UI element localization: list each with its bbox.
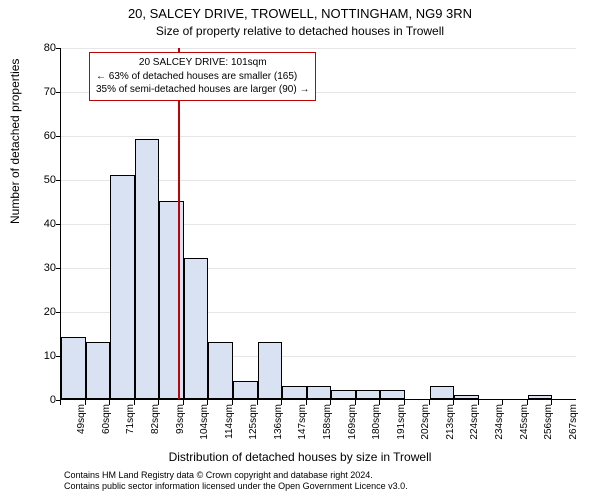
- histogram-bar: [233, 381, 258, 399]
- x-tick-label: 60sqm: [101, 404, 112, 434]
- x-tick-mark: [134, 400, 135, 405]
- y-tick-label: 50: [26, 174, 56, 186]
- x-tick-mark: [158, 400, 159, 405]
- x-tick-label: 93sqm: [175, 404, 186, 434]
- x-tick-mark: [551, 400, 552, 405]
- y-tick-label: 10: [26, 350, 56, 362]
- histogram-bar: [331, 390, 356, 399]
- gridline: [61, 48, 576, 49]
- histogram-bar: [258, 342, 283, 399]
- x-tick-label: 234sqm: [494, 404, 505, 440]
- x-tick-label: 180sqm: [371, 404, 382, 440]
- x-tick-label: 256sqm: [543, 404, 554, 440]
- x-tick-mark: [60, 400, 61, 405]
- x-tick-mark: [257, 400, 258, 405]
- x-tick-mark: [207, 400, 208, 405]
- x-tick-mark: [379, 400, 380, 405]
- y-tick-label: 30: [26, 262, 56, 274]
- plot-area: 20 SALCEY DRIVE: 101sqm ← 63% of detache…: [60, 48, 576, 400]
- y-tick-label: 0: [26, 394, 56, 406]
- reference-line: [178, 48, 180, 399]
- x-tick-label: 158sqm: [322, 404, 333, 440]
- histogram-bar: [307, 386, 332, 399]
- x-tick-label: 224sqm: [469, 404, 480, 440]
- annotation-box: 20 SALCEY DRIVE: 101sqm ← 63% of detache…: [89, 52, 316, 101]
- histogram-bar: [454, 395, 479, 399]
- x-tick-label: 125sqm: [248, 404, 259, 440]
- x-tick-label: 169sqm: [347, 404, 358, 440]
- histogram-bar: [86, 342, 111, 399]
- x-tick-mark: [478, 400, 479, 405]
- histogram-bar: [159, 201, 184, 399]
- x-tick-mark: [85, 400, 86, 405]
- x-tick-mark: [527, 400, 528, 405]
- histogram-bar: [110, 175, 135, 399]
- x-tick-label: 49sqm: [76, 404, 87, 434]
- x-tick-label: 136sqm: [273, 404, 284, 440]
- x-axis-label: Distribution of detached houses by size …: [0, 450, 600, 464]
- chart-container: 20, SALCEY DRIVE, TROWELL, NOTTINGHAM, N…: [0, 0, 600, 500]
- x-tick-mark: [281, 400, 282, 405]
- x-tick-label: 104sqm: [199, 404, 210, 440]
- chart-title-sub: Size of property relative to detached ho…: [0, 24, 600, 38]
- footer-line-2: Contains public sector information licen…: [64, 481, 408, 492]
- x-tick-mark: [232, 400, 233, 405]
- x-tick-mark: [502, 400, 503, 405]
- annotation-line-3: 35% of semi-detached houses are larger (…: [96, 83, 309, 97]
- x-tick-label: 191sqm: [396, 404, 407, 440]
- histogram-bar: [208, 342, 233, 399]
- chart-title-main: 20, SALCEY DRIVE, TROWELL, NOTTINGHAM, N…: [0, 6, 600, 21]
- x-tick-label: 213sqm: [445, 404, 456, 440]
- x-tick-label: 71sqm: [125, 404, 136, 434]
- histogram-bar: [430, 386, 455, 399]
- histogram-bar: [282, 386, 307, 399]
- x-tick-label: 147sqm: [297, 404, 308, 440]
- x-tick-label: 202sqm: [420, 404, 431, 440]
- y-tick-label: 60: [26, 130, 56, 142]
- histogram-bar: [380, 390, 405, 399]
- histogram-bar: [135, 139, 160, 399]
- annotation-line-1: 20 SALCEY DRIVE: 101sqm: [96, 56, 309, 70]
- footer-line-1: Contains HM Land Registry data © Crown c…: [64, 470, 408, 481]
- y-tick-label: 40: [26, 218, 56, 230]
- x-tick-mark: [453, 400, 454, 405]
- y-tick-label: 20: [26, 306, 56, 318]
- x-tick-mark: [183, 400, 184, 405]
- x-tick-mark: [109, 400, 110, 405]
- y-tick-label: 70: [26, 86, 56, 98]
- x-tick-mark: [355, 400, 356, 405]
- y-tick-layer: 01020304050607080: [0, 48, 60, 400]
- x-tick-mark: [330, 400, 331, 405]
- histogram-bar: [356, 390, 381, 399]
- gridline: [61, 136, 576, 137]
- histogram-bar: [184, 258, 209, 399]
- x-tick-layer: 49sqm 60sqm 71sqm 82sqm 93sqm 104sqm 114sqm 125…: [60, 400, 576, 450]
- x-tick-mark: [429, 400, 430, 405]
- x-tick-label: 82sqm: [150, 404, 161, 434]
- annotation-line-2: ← 63% of detached houses are smaller (16…: [96, 70, 309, 84]
- histogram-bar: [528, 395, 553, 399]
- x-tick-label: 267sqm: [568, 404, 579, 440]
- x-tick-mark: [306, 400, 307, 405]
- histogram-bar: [61, 337, 86, 399]
- footer-attribution: Contains HM Land Registry data © Crown c…: [64, 470, 408, 493]
- x-tick-label: 114sqm: [224, 404, 235, 439]
- y-tick-label: 80: [26, 42, 56, 54]
- x-tick-label: 245sqm: [519, 404, 530, 440]
- x-tick-mark: [404, 400, 405, 405]
